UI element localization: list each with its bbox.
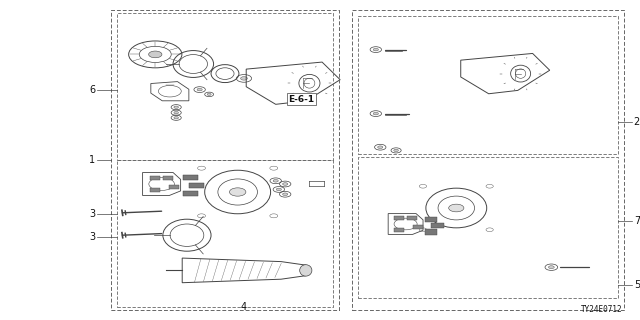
Bar xyxy=(182,191,198,196)
Bar xyxy=(424,217,437,222)
Circle shape xyxy=(229,188,246,196)
Circle shape xyxy=(419,184,427,188)
Text: 6: 6 xyxy=(89,84,95,95)
Circle shape xyxy=(283,183,288,185)
Text: 7: 7 xyxy=(634,216,640,226)
Circle shape xyxy=(378,146,383,148)
Bar xyxy=(163,176,173,180)
Circle shape xyxy=(174,116,179,119)
Circle shape xyxy=(276,188,282,191)
Circle shape xyxy=(394,149,398,152)
Circle shape xyxy=(373,48,378,51)
Circle shape xyxy=(148,51,162,58)
Circle shape xyxy=(373,112,378,115)
Text: TY24E0712: TY24E0712 xyxy=(580,305,622,314)
Bar xyxy=(189,183,204,188)
Circle shape xyxy=(283,193,288,196)
Bar xyxy=(394,228,404,232)
Text: 1: 1 xyxy=(89,155,95,165)
Ellipse shape xyxy=(300,265,312,276)
Circle shape xyxy=(198,166,205,170)
Circle shape xyxy=(270,166,278,170)
Bar xyxy=(150,188,161,192)
Bar xyxy=(431,223,444,228)
Bar xyxy=(182,175,198,180)
Circle shape xyxy=(548,266,554,269)
Circle shape xyxy=(174,111,179,114)
Bar xyxy=(150,176,161,180)
Circle shape xyxy=(486,184,493,188)
Circle shape xyxy=(419,228,427,232)
Bar xyxy=(394,216,404,220)
Circle shape xyxy=(198,214,205,218)
Circle shape xyxy=(197,88,202,91)
Circle shape xyxy=(273,180,278,182)
Circle shape xyxy=(241,77,248,80)
Text: E-6-1: E-6-1 xyxy=(289,95,314,104)
Circle shape xyxy=(207,93,211,95)
Text: 3: 3 xyxy=(89,232,95,242)
Circle shape xyxy=(270,214,278,218)
Text: 5: 5 xyxy=(634,280,640,290)
Circle shape xyxy=(174,106,179,108)
Bar xyxy=(424,229,437,235)
Bar xyxy=(169,185,179,189)
Text: 2: 2 xyxy=(634,116,640,127)
Bar xyxy=(413,225,423,229)
Text: 4: 4 xyxy=(241,302,247,312)
Bar xyxy=(407,216,417,220)
Text: 3: 3 xyxy=(89,209,95,220)
Circle shape xyxy=(486,228,493,232)
Circle shape xyxy=(449,204,464,212)
